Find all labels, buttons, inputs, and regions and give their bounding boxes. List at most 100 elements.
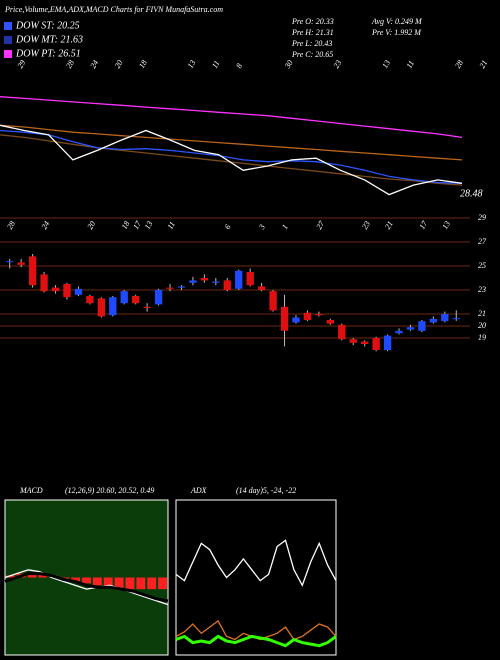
series-line [4, 572, 169, 603]
histogram-bar [6, 575, 15, 578]
candle-body [223, 280, 231, 290]
candle-body [338, 324, 346, 340]
candle-body [40, 274, 48, 292]
histogram-bar [147, 577, 157, 590]
y-tick-label: 19 [478, 333, 486, 342]
candle-body [17, 262, 25, 265]
y-tick-label: 25 [478, 261, 486, 270]
panel-title: MACD [19, 486, 43, 495]
series-line [0, 124, 463, 161]
stat: Pre H: 21.31 [291, 28, 334, 37]
stat: Pre L: 20.43 [291, 39, 332, 48]
series-line [0, 129, 463, 184]
x-tick-label: 11 [405, 59, 417, 70]
histogram-bar [158, 577, 167, 590]
x-tick-label: 3 [257, 223, 267, 232]
candle-body [166, 287, 174, 289]
x-tick-label: 24 [88, 58, 100, 69]
legend-swatch [4, 22, 12, 30]
candle-body [361, 341, 369, 344]
histogram-bar [71, 577, 81, 582]
x-tick-label: 21 [383, 219, 395, 230]
histogram-bar [103, 577, 113, 588]
x-tick-label: 17 [131, 219, 143, 231]
candle-body [383, 335, 392, 350]
x-tick-label: 11 [210, 59, 222, 70]
legend-label: DOW PT: 26.51 [15, 48, 81, 59]
y-tick-label: 23 [478, 285, 486, 294]
candle-body [246, 272, 254, 286]
x-tick-label: 17 [417, 219, 429, 231]
candle-body [280, 306, 289, 331]
candle-body [86, 296, 94, 304]
candle-body [349, 339, 357, 343]
x-tick-label: 28 [453, 58, 465, 69]
x-tick-label: 20 [85, 219, 97, 230]
panel-title: ADX [190, 486, 208, 495]
candle-body [429, 318, 438, 323]
panel [175, 499, 337, 656]
candle-body [372, 338, 380, 350]
price-label: 28.48 [460, 188, 483, 199]
candle-body [177, 286, 186, 288]
legend-label: DOW ST: 20.25 [15, 20, 80, 31]
x-tick-label: 28 [5, 219, 17, 230]
candle-body [97, 298, 105, 317]
candle-body [303, 312, 312, 320]
candle-body [189, 280, 197, 283]
series-line [4, 569, 169, 606]
x-tick-label: 13 [143, 219, 155, 230]
y-tick-label: 29 [478, 213, 486, 222]
x-tick-label: 23 [360, 219, 372, 230]
x-tick-label: 28 [64, 58, 76, 69]
histogram-bar [136, 577, 146, 590]
x-tick-label: 23 [332, 58, 344, 69]
candle-body [6, 261, 14, 263]
candle-body [315, 314, 323, 316]
histogram-bar [92, 577, 102, 586]
x-tick-label: 13 [380, 58, 392, 69]
series-line [175, 634, 337, 648]
candle-body [51, 287, 60, 292]
x-tick-label: 8 [234, 62, 244, 70]
x-tick-label: 13 [186, 58, 198, 69]
x-tick-label: 1 [280, 223, 290, 231]
x-tick-label: 29 [16, 58, 28, 69]
legend-swatch [4, 50, 12, 58]
histogram-bar [27, 572, 37, 578]
candle-body [132, 296, 140, 304]
x-tick-label: 30 [282, 58, 294, 70]
candle-body [28, 256, 37, 286]
stat: Pre V: 1.992 M [371, 28, 422, 37]
candle-body [109, 297, 117, 316]
x-tick-label: 11 [166, 220, 178, 231]
x-tick-label: 27 [314, 219, 326, 231]
y-tick-label: 20 [478, 321, 486, 330]
x-tick-label: 6 [223, 223, 233, 231]
series-line [175, 539, 337, 587]
stat: Pre C: 20.65 [291, 50, 333, 59]
x-tick-label: 18 [120, 219, 132, 230]
candle-body [441, 314, 449, 322]
x-tick-label: 21 [478, 58, 490, 69]
y-tick-label: 27 [478, 237, 487, 246]
x-tick-label: 20 [113, 58, 125, 69]
stat: Pre O: 20.33 [291, 17, 334, 26]
candle-body [269, 291, 277, 311]
x-tick-label: 13 [440, 219, 452, 230]
chart-title: Price,Volume,EMA,ADX,MACD Charts for FIV… [4, 5, 223, 14]
candle-body [212, 281, 220, 283]
candle-body [326, 320, 334, 324]
x-tick-label: 24 [40, 219, 52, 230]
series-line [0, 96, 463, 139]
candle-body [120, 291, 128, 304]
candle-body [418, 321, 426, 331]
legend-swatch [4, 36, 12, 44]
panel-subtitle: (14 day)5, -24, -22 [236, 486, 296, 495]
histogram-bar [125, 577, 135, 590]
y-tick-label: 21 [478, 309, 486, 318]
candle-body [63, 284, 71, 298]
candle-body [395, 330, 403, 334]
histogram-bar [114, 577, 124, 589]
